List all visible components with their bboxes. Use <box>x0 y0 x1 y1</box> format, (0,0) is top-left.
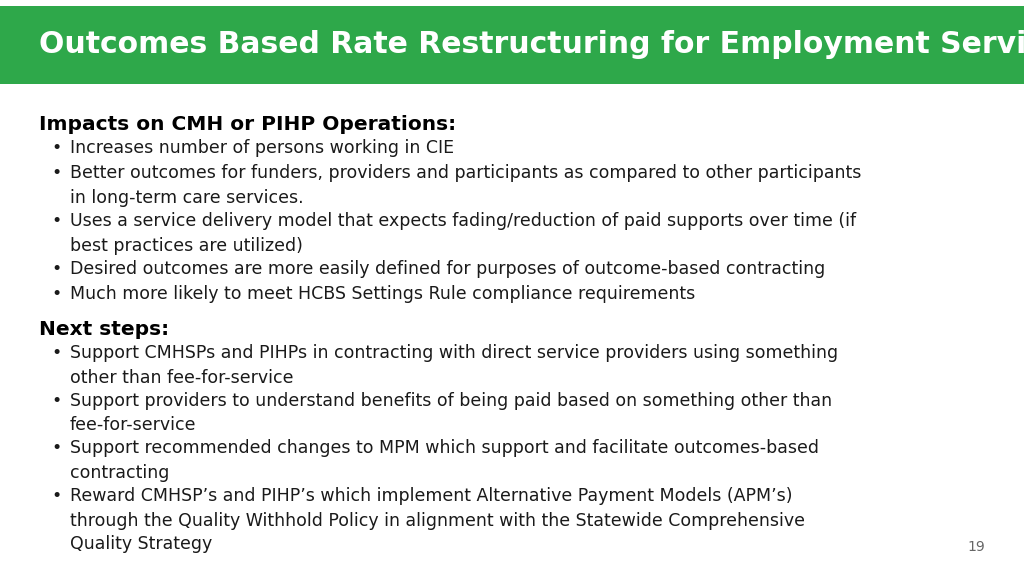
Text: Impacts on CMH or PIHP Operations:: Impacts on CMH or PIHP Operations: <box>39 115 456 134</box>
Text: •: • <box>51 164 61 182</box>
Text: Reward CMHSP’s and PIHP’s which implement Alternative Payment Models (APM’s): Reward CMHSP’s and PIHP’s which implemen… <box>70 487 793 505</box>
Bar <box>0 6 1024 84</box>
Text: •: • <box>51 139 61 157</box>
Text: best practices are utilized): best practices are utilized) <box>70 237 302 255</box>
Text: Support CMHSPs and PIHPs in contracting with direct service providers using some: Support CMHSPs and PIHPs in contracting … <box>70 344 838 362</box>
Text: •: • <box>51 344 61 362</box>
Text: Desired outcomes are more easily defined for purposes of outcome-based contracti: Desired outcomes are more easily defined… <box>70 260 825 278</box>
Text: other than fee-for-service: other than fee-for-service <box>70 369 293 386</box>
Text: •: • <box>51 212 61 230</box>
Text: Increases number of persons working in CIE: Increases number of persons working in C… <box>70 139 454 157</box>
Text: fee-for-service: fee-for-service <box>70 416 197 434</box>
Text: Uses a service delivery model that expects fading/reduction of paid supports ove: Uses a service delivery model that expec… <box>70 212 856 230</box>
Text: •: • <box>51 439 61 457</box>
Text: Much more likely to meet HCBS Settings Rule compliance requirements: Much more likely to meet HCBS Settings R… <box>70 285 695 302</box>
Text: Quality Strategy: Quality Strategy <box>70 535 212 553</box>
Text: •: • <box>51 392 61 410</box>
Text: 19: 19 <box>968 540 985 554</box>
Text: Outcomes Based Rate Restructuring for Employment Services: Outcomes Based Rate Restructuring for Em… <box>39 31 1024 59</box>
Text: contracting: contracting <box>70 464 169 482</box>
Text: •: • <box>51 260 61 278</box>
Text: Support providers to understand benefits of being paid based on something other : Support providers to understand benefits… <box>70 392 831 410</box>
Text: •: • <box>51 285 61 302</box>
Text: Better outcomes for funders, providers and participants as compared to other par: Better outcomes for funders, providers a… <box>70 164 861 182</box>
Text: Next steps:: Next steps: <box>39 320 169 339</box>
Text: in long-term care services.: in long-term care services. <box>70 189 303 207</box>
Text: •: • <box>51 487 61 505</box>
Text: Support recommended changes to MPM which support and facilitate outcomes-based: Support recommended changes to MPM which… <box>70 439 818 457</box>
Text: through the Quality Withhold Policy in alignment with the Statewide Comprehensiv: through the Quality Withhold Policy in a… <box>70 512 805 530</box>
